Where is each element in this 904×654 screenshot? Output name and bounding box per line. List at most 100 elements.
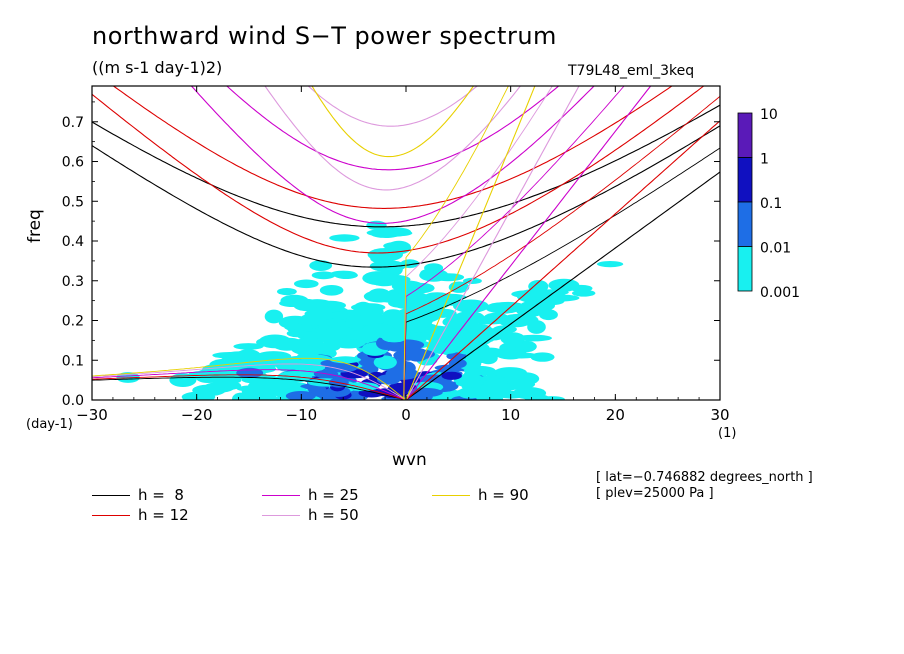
power-contour-blob: [421, 325, 453, 339]
y-tick-label: 0.3: [62, 274, 84, 290]
power-contour-blob: [446, 352, 467, 361]
y-tick-label: 0.0: [62, 393, 84, 409]
x-axis-unit: (1): [718, 426, 737, 441]
legend-label: h = 90: [478, 486, 529, 504]
y-tick-label: 0.4: [62, 234, 84, 250]
power-contour-blob: [297, 351, 320, 361]
legend-label: h = 50: [308, 506, 359, 524]
dispersion-curve-h25: [92, 369, 407, 400]
y-tick-label: 0.5: [62, 194, 84, 210]
legend-label: h = 8: [138, 486, 184, 504]
dispersion-curve-h25: [225, 86, 560, 171]
power-contour-blob: [255, 392, 278, 400]
power-contour-blob: [478, 347, 504, 358]
colorbar-swatch: [737, 201, 753, 247]
colorbar-label: 0.1: [760, 196, 782, 212]
x-tick-label: 20: [606, 406, 625, 424]
dispersion-curve-h8: [92, 376, 407, 400]
dispersion-curve-h25: [190, 86, 595, 224]
pressure-level-annotation: [ plev=25000 Pa ]: [596, 486, 714, 501]
colorbar-swatch: [737, 112, 753, 158]
power-contour-blob: [277, 288, 297, 296]
power-contour-blob: [309, 260, 333, 271]
power-contour-blob: [369, 260, 406, 272]
power-contour-blob: [435, 343, 460, 354]
power-contour-blob: [351, 314, 379, 326]
power-contour-blob: [296, 317, 330, 326]
power-contour-blob: [264, 378, 291, 391]
x-tick-label: −10: [286, 406, 318, 424]
dispersion-curve-h90: [92, 0, 720, 83]
colorbar: 10 1 0.1 0.01 0.001: [737, 107, 800, 301]
dispersion-curve-h50: [264, 86, 522, 191]
axes: −30 −20 −10 0 10 20 30 0.0 0.1 0.2 0.3 0.4 0.5 0.6 0.7: [62, 86, 730, 424]
power-contour-blob: [388, 298, 413, 308]
dispersion-curve-h50: [92, 363, 407, 400]
dispersion-curve-h12: [112, 86, 673, 209]
power-contour-blob: [313, 306, 332, 318]
chart-units: ((m s-1 day-1)2): [92, 58, 223, 77]
power-contour-blob: [324, 363, 358, 373]
power-contour-blob: [366, 229, 402, 237]
legend-label: h = 12: [138, 506, 189, 524]
power-contour-blob: [353, 301, 374, 316]
legend-swatch: [432, 495, 470, 496]
colorbar-swatch: [737, 246, 753, 292]
legend-swatch: [262, 495, 300, 496]
legend-swatch: [262, 515, 300, 516]
dispersion-curve-h8: [92, 104, 720, 228]
power-contour-blob: [441, 371, 462, 380]
colorbar-label: 1: [760, 152, 769, 168]
dispersion-curve-h50: [307, 86, 478, 127]
power-contour-blob: [294, 279, 319, 289]
legend-swatch: [92, 495, 130, 496]
power-contour-blob: [527, 320, 546, 334]
power-contour-blob: [523, 394, 549, 400]
power-contour-blob: [264, 309, 284, 324]
run-id: T79L48_eml_3keq: [568, 63, 695, 79]
y-tick-label: 0.7: [62, 115, 84, 131]
power-contour-blob: [232, 392, 250, 400]
x-tick-label: 30: [710, 406, 729, 424]
power-contour-blob: [569, 284, 593, 292]
power-contour-blob: [407, 387, 443, 398]
power-contour-blob: [381, 333, 407, 343]
power-contours: [116, 220, 624, 400]
x-axis-label: wvn: [392, 450, 427, 470]
latitude-annotation: [ lat=−0.746882 degrees_north ]: [596, 470, 813, 485]
power-contour-blob: [493, 367, 527, 379]
power-contour-blob: [540, 296, 565, 306]
power-contour-blob: [433, 293, 467, 301]
power-contour-blob: [329, 234, 360, 242]
power-contour-blob: [296, 362, 326, 372]
power-contour-blob: [597, 261, 624, 268]
dispersion-curve-h12: [92, 374, 407, 400]
power-contour-blob: [530, 352, 555, 362]
power-contour-blob: [293, 298, 321, 312]
power-contour-blob: [516, 334, 552, 342]
power-contour-blob: [373, 355, 397, 370]
colorbar-label: 0.01: [760, 241, 791, 257]
power-contour-blob: [218, 377, 242, 384]
power-contour-blob: [420, 268, 441, 278]
power-contour-blob: [382, 309, 404, 320]
power-contour-blob: [413, 314, 433, 328]
x-tick-label: 0: [401, 406, 411, 424]
power-contour-blob: [222, 354, 241, 366]
power-contour-blob: [329, 356, 361, 364]
colorbar-swatch: [737, 157, 753, 203]
colorbar-label: 0.001: [760, 285, 800, 301]
y-tick-label: 0.1: [62, 353, 84, 369]
dispersion-curve-h90: [92, 357, 407, 400]
power-contour-blob: [494, 346, 527, 360]
power-contour-blob: [383, 241, 410, 250]
power-contour-blob: [535, 289, 569, 296]
power-contour-blob: [491, 301, 525, 310]
power-contour-blob: [511, 290, 541, 298]
x-tick-label: 10: [501, 406, 520, 424]
power-contour-blob: [492, 325, 517, 334]
dispersion-curve-h90: [311, 86, 475, 158]
power-contour-blob: [502, 314, 529, 325]
power-contour-blob: [311, 271, 336, 280]
